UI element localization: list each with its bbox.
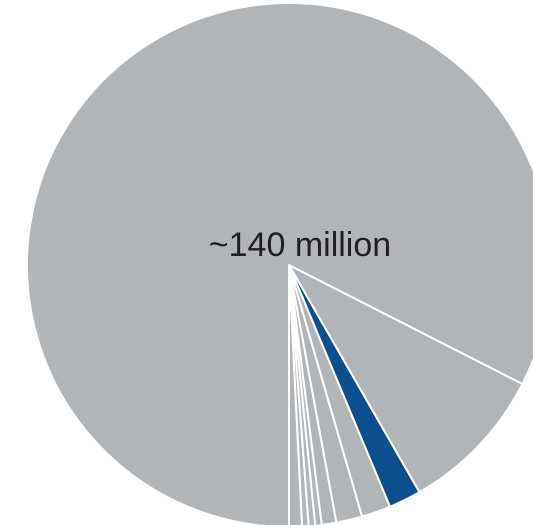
- pie-slice-9: [288, 264, 524, 494]
- center-label: ~140 million: [209, 226, 391, 264]
- pie-slices: [26, 2, 533, 525]
- pie-slice-10: [26, 2, 533, 525]
